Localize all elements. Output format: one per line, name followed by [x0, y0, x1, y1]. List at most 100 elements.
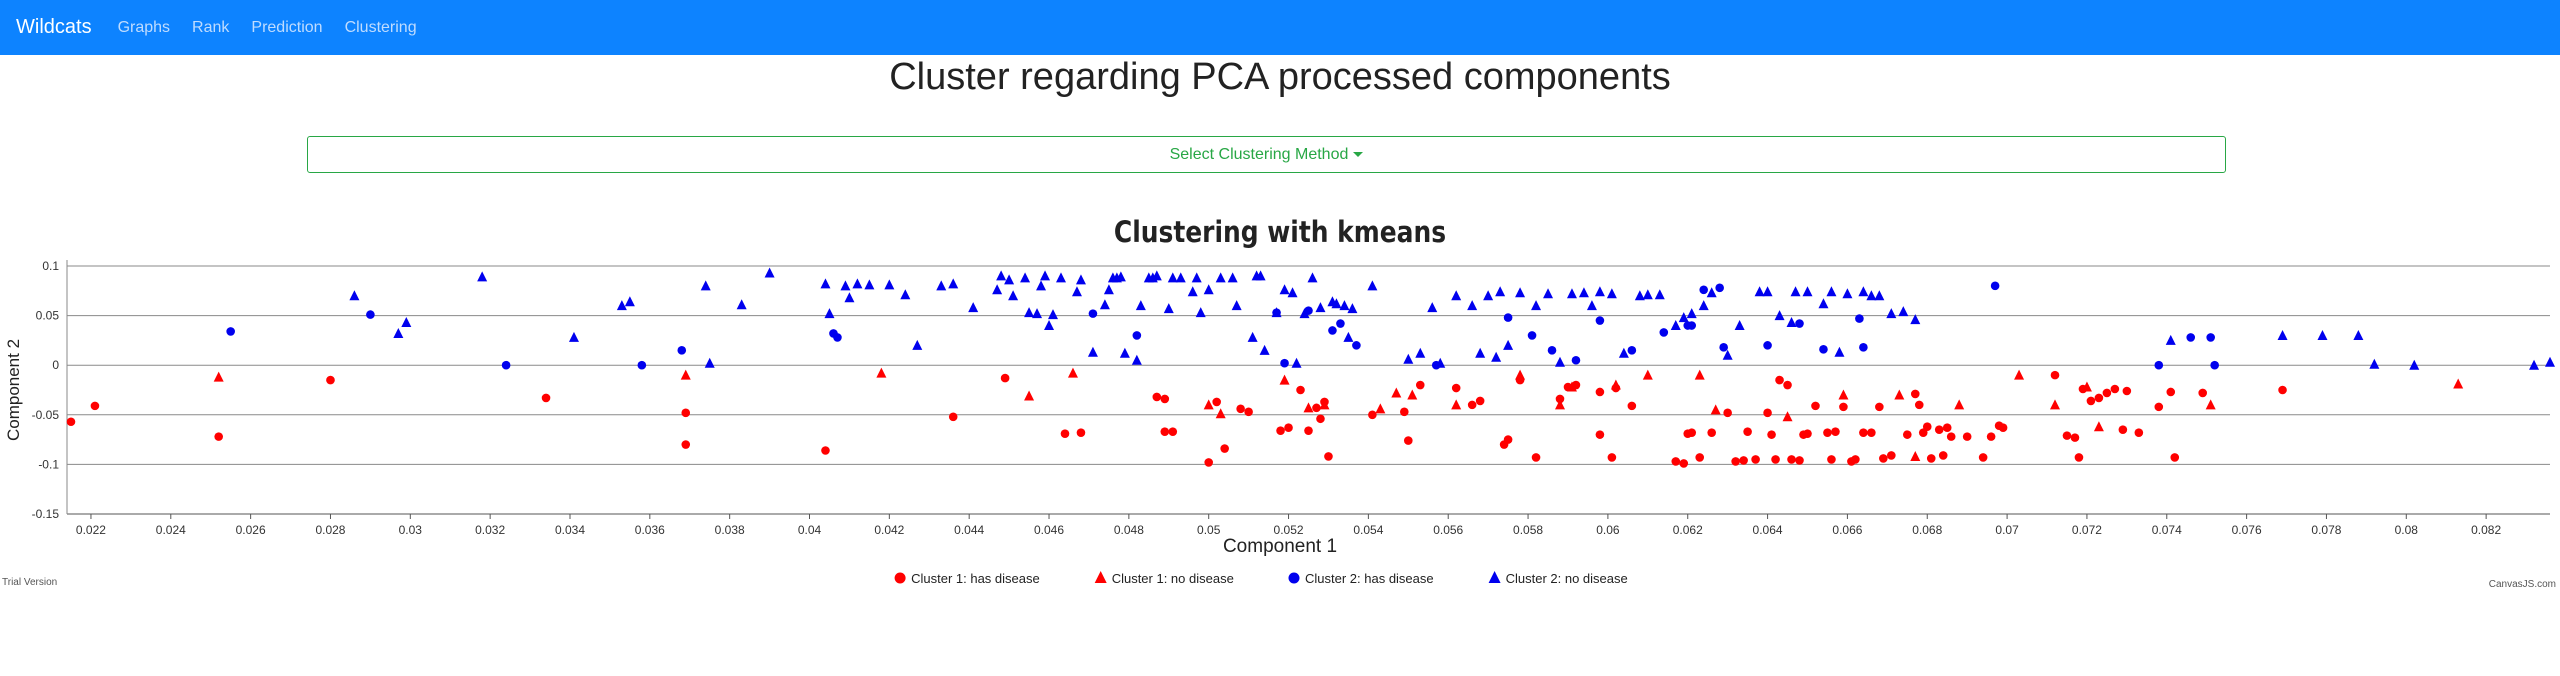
data-point-triangle[interactable] — [1642, 369, 1653, 380]
data-point-triangle[interactable] — [1067, 367, 1078, 378]
data-point-triangle[interactable] — [1175, 272, 1186, 283]
data-point-triangle[interactable] — [1375, 403, 1386, 414]
data-point-circle[interactable] — [1699, 285, 1709, 295]
data-point-triangle[interactable] — [840, 280, 851, 291]
brand-link[interactable]: Wildcats — [16, 16, 92, 38]
data-point-circle[interactable] — [1679, 459, 1689, 468]
data-point-circle[interactable] — [66, 417, 76, 427]
data-point-triangle[interactable] — [1331, 298, 1342, 309]
data-point-circle[interactable] — [1475, 396, 1485, 406]
data-point-triangle[interactable] — [1303, 402, 1314, 413]
nav-link-clustering[interactable]: Clustering — [344, 18, 417, 36]
data-point-triangle[interactable] — [1678, 312, 1689, 323]
data-point-circle[interactable] — [2110, 384, 2120, 394]
data-point-circle[interactable] — [1571, 355, 1581, 365]
data-point-triangle[interactable] — [1259, 344, 1270, 355]
data-point-circle[interactable] — [1922, 422, 1932, 432]
data-point-circle[interactable] — [501, 360, 511, 370]
data-point-triangle[interactable] — [1203, 399, 1214, 410]
data-point-circle[interactable] — [1304, 426, 1313, 435]
data-point-triangle[interactable] — [1566, 288, 1577, 299]
data-point-circle[interactable] — [2210, 360, 2219, 370]
data-point-circle[interactable] — [1467, 400, 1477, 410]
data-point-triangle[interactable] — [2369, 358, 2380, 369]
data-point-circle[interactable] — [1771, 455, 1780, 464]
data-point-circle[interactable] — [1743, 427, 1752, 436]
data-point-triangle[interactable] — [764, 267, 775, 278]
data-point-circle[interactable] — [1986, 432, 1996, 441]
data-point-triangle[interactable] — [680, 369, 691, 380]
data-point-triangle[interactable] — [2277, 329, 2288, 340]
data-point-triangle[interactable] — [1279, 284, 1290, 295]
data-point-circle[interactable] — [1787, 455, 1796, 464]
data-point-triangle[interactable] — [936, 280, 947, 291]
data-point-circle[interactable] — [1088, 309, 1098, 318]
data-point-circle[interactable] — [1783, 380, 1792, 390]
data-point-circle[interactable] — [1160, 427, 1170, 436]
data-point-circle[interactable] — [2134, 428, 2144, 437]
data-point-triangle[interactable] — [1075, 274, 1086, 285]
data-point-circle[interactable] — [1902, 430, 1912, 439]
data-point-circle[interactable] — [1926, 454, 1936, 463]
data-point-triangle[interactable] — [1786, 317, 1797, 328]
data-point-triangle[interactable] — [477, 271, 488, 282]
data-point-circle[interactable] — [1942, 423, 1952, 432]
data-point-circle[interactable] — [1823, 428, 1832, 437]
data-point-triangle[interactable] — [1427, 302, 1438, 313]
data-point-triangle[interactable] — [1271, 307, 1282, 318]
data-point-triangle[interactable] — [1910, 314, 1921, 325]
data-point-triangle[interactable] — [1790, 286, 1801, 297]
data-point-triangle[interactable] — [1475, 347, 1486, 358]
data-point-triangle[interactable] — [1543, 288, 1554, 299]
data-point-circle[interactable] — [1719, 343, 1728, 352]
data-point-triangle[interactable] — [1163, 303, 1174, 314]
data-point-triangle[interactable] — [624, 296, 635, 307]
data-point-circle[interactable] — [1204, 458, 1214, 467]
data-point-circle[interactable] — [2094, 393, 2104, 403]
data-point-circle[interactable] — [1859, 343, 1868, 352]
data-point-circle[interactable] — [1212, 397, 1221, 407]
data-point-circle[interactable] — [1795, 456, 1804, 465]
data-point-triangle[interactable] — [1586, 300, 1597, 311]
data-point-triangle[interactable] — [992, 284, 1003, 295]
data-point-triangle[interactable] — [2049, 399, 2060, 410]
data-point-triangle[interactable] — [1339, 300, 1350, 311]
data-point-triangle[interactable] — [876, 367, 887, 378]
data-point-circle[interactable] — [1328, 326, 1337, 335]
data-point-circle[interactable] — [1296, 385, 1305, 395]
data-point-triangle[interactable] — [1203, 284, 1214, 295]
data-point-triangle[interactable] — [1886, 308, 1897, 319]
data-point-circle[interactable] — [1160, 394, 1170, 404]
data-point-triangle[interactable] — [1391, 387, 1402, 398]
data-point-triangle[interactable] — [1055, 272, 1066, 283]
data-point-circle[interactable] — [1555, 394, 1565, 404]
data-point-triangle[interactable] — [1103, 284, 1114, 295]
data-point-triangle[interactable] — [1247, 331, 1258, 342]
data-point-circle[interactable] — [833, 333, 842, 342]
data-point-circle[interactable] — [681, 440, 691, 449]
data-point-circle[interactable] — [1352, 341, 1361, 350]
data-point-circle[interactable] — [1284, 423, 1293, 432]
data-point-triangle[interactable] — [1634, 290, 1645, 301]
data-point-triangle[interactable] — [1020, 272, 1031, 283]
data-point-circle[interactable] — [1875, 402, 1884, 412]
data-point-triangle[interactable] — [1610, 379, 1621, 390]
data-point-triangle[interactable] — [1215, 408, 1226, 419]
data-point-triangle[interactable] — [213, 371, 224, 382]
data-point-triangle[interactable] — [824, 308, 835, 319]
data-point-triangle[interactable] — [1710, 404, 1721, 415]
data-point-triangle[interactable] — [2409, 359, 2420, 370]
data-point-circle[interactable] — [1316, 414, 1325, 424]
data-point-circle[interactable] — [681, 408, 691, 418]
data-point-triangle[interactable] — [1403, 353, 1414, 364]
data-point-circle[interactable] — [948, 412, 958, 422]
data-point-triangle[interactable] — [1774, 310, 1785, 321]
data-point-triangle[interactable] — [1008, 290, 1019, 301]
data-point-circle[interactable] — [1531, 453, 1541, 462]
data-point-triangle[interactable] — [393, 327, 404, 338]
data-point-circle[interactable] — [1503, 435, 1513, 444]
data-point-circle[interactable] — [2118, 425, 2128, 434]
data-point-circle[interactable] — [2070, 433, 2080, 442]
data-point-circle[interactable] — [2206, 333, 2215, 342]
data-point-triangle[interactable] — [1099, 299, 1110, 310]
